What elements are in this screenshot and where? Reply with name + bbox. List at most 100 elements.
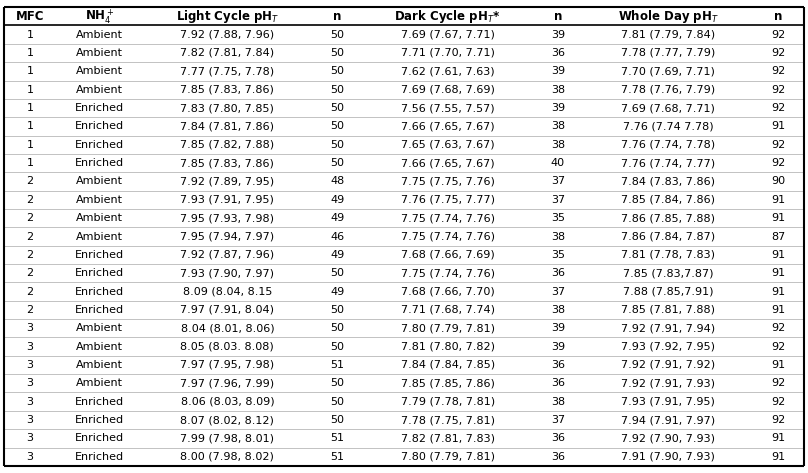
Text: 7.85 (7.84, 7.86): 7.85 (7.84, 7.86) — [621, 195, 715, 205]
Text: 7.75 (7.74, 7.76): 7.75 (7.74, 7.76) — [401, 268, 494, 278]
Text: 7.76 (7.74 7.78): 7.76 (7.74 7.78) — [623, 122, 713, 131]
Text: 92: 92 — [771, 158, 785, 168]
Text: 38: 38 — [551, 122, 565, 131]
Text: 2: 2 — [27, 250, 33, 260]
Text: 3: 3 — [27, 452, 33, 462]
Text: Enriched: Enriched — [75, 287, 124, 297]
Text: 92: 92 — [771, 103, 785, 113]
Text: 91: 91 — [771, 213, 785, 223]
Text: 49: 49 — [330, 250, 345, 260]
Text: 49: 49 — [330, 213, 345, 223]
Text: 46: 46 — [330, 231, 344, 242]
Text: 92: 92 — [771, 397, 785, 407]
Text: 92: 92 — [771, 66, 785, 76]
Text: 7.69 (7.68, 7.69): 7.69 (7.68, 7.69) — [401, 85, 494, 95]
Text: 3: 3 — [27, 342, 33, 351]
Text: Dark Cycle pH$_T$*: Dark Cycle pH$_T$* — [394, 8, 501, 25]
Text: 7.69 (7.67, 7.71): 7.69 (7.67, 7.71) — [401, 30, 494, 40]
Text: 39: 39 — [551, 30, 565, 40]
Text: Enriched: Enriched — [75, 452, 124, 462]
Text: Ambient: Ambient — [76, 323, 123, 333]
Text: 7.66 (7.65, 7.67): 7.66 (7.65, 7.67) — [401, 122, 494, 131]
Text: 7.85 (7.82, 7.88): 7.85 (7.82, 7.88) — [180, 140, 275, 150]
Text: 36: 36 — [551, 48, 565, 58]
Text: 7.78 (7.77, 7.79): 7.78 (7.77, 7.79) — [621, 48, 715, 58]
Text: 7.85 (7.83, 7.86): 7.85 (7.83, 7.86) — [180, 158, 274, 168]
Text: 38: 38 — [551, 305, 565, 315]
Text: 7.76 (7.74, 7.77): 7.76 (7.74, 7.77) — [621, 158, 715, 168]
Text: 50: 50 — [330, 66, 344, 76]
Text: 7.80 (7.79, 7.81): 7.80 (7.79, 7.81) — [401, 323, 494, 333]
Text: 51: 51 — [330, 452, 344, 462]
Text: 50: 50 — [330, 305, 344, 315]
Text: 50: 50 — [330, 103, 344, 113]
Text: 7.68 (7.66, 7.70): 7.68 (7.66, 7.70) — [401, 287, 494, 297]
Text: 91: 91 — [771, 360, 785, 370]
Text: 50: 50 — [330, 342, 344, 351]
Text: 7.71 (7.68, 7.74): 7.71 (7.68, 7.74) — [401, 305, 494, 315]
Text: 7.92 (7.91, 7.93): 7.92 (7.91, 7.93) — [621, 378, 715, 388]
Text: Enriched: Enriched — [75, 158, 124, 168]
Text: 7.71 (7.70, 7.71): 7.71 (7.70, 7.71) — [401, 48, 494, 58]
Text: 8.04 (8.01, 8.06): 8.04 (8.01, 8.06) — [180, 323, 274, 333]
Text: 7.92 (7.90, 7.93): 7.92 (7.90, 7.93) — [621, 433, 715, 443]
Text: 51: 51 — [330, 360, 344, 370]
Text: 7.92 (7.88, 7.96): 7.92 (7.88, 7.96) — [180, 30, 275, 40]
Text: 7.92 (7.87, 7.96): 7.92 (7.87, 7.96) — [180, 250, 275, 260]
Text: 7.95 (7.94, 7.97): 7.95 (7.94, 7.97) — [180, 231, 275, 242]
Text: 3: 3 — [27, 360, 33, 370]
Text: 92: 92 — [771, 30, 785, 40]
Text: 7.92 (7.89, 7.95): 7.92 (7.89, 7.95) — [180, 176, 275, 186]
Text: 7.75 (7.74, 7.76): 7.75 (7.74, 7.76) — [401, 231, 494, 242]
Text: 7.82 (7.81, 7.84): 7.82 (7.81, 7.84) — [180, 48, 275, 58]
Text: 7.65 (7.63, 7.67): 7.65 (7.63, 7.67) — [401, 140, 494, 150]
Text: 7.93 (7.91, 7.95): 7.93 (7.91, 7.95) — [180, 195, 274, 205]
Text: 50: 50 — [330, 323, 344, 333]
Text: 39: 39 — [551, 323, 565, 333]
Text: 38: 38 — [551, 397, 565, 407]
Text: 7.93 (7.90, 7.97): 7.93 (7.90, 7.97) — [180, 268, 275, 278]
Text: 7.99 (7.98, 8.01): 7.99 (7.98, 8.01) — [180, 433, 275, 443]
Text: 40: 40 — [551, 158, 565, 168]
Text: 92: 92 — [771, 140, 785, 150]
Text: Enriched: Enriched — [75, 433, 124, 443]
Text: 1: 1 — [27, 48, 33, 58]
Text: 50: 50 — [330, 268, 344, 278]
Text: 2: 2 — [27, 231, 33, 242]
Text: Ambient: Ambient — [76, 231, 123, 242]
Text: 7.81 (7.80, 7.82): 7.81 (7.80, 7.82) — [401, 342, 494, 351]
Text: 48: 48 — [330, 176, 345, 186]
Text: 38: 38 — [551, 231, 565, 242]
Text: 38: 38 — [551, 140, 565, 150]
Text: 7.91 (7.90, 7.93): 7.91 (7.90, 7.93) — [621, 452, 715, 462]
Text: 36: 36 — [551, 452, 565, 462]
Text: 7.85 (7.85, 7.86): 7.85 (7.85, 7.86) — [401, 378, 494, 388]
Text: 7.76 (7.74, 7.78): 7.76 (7.74, 7.78) — [621, 140, 715, 150]
Text: 7.97 (7.96, 7.99): 7.97 (7.96, 7.99) — [180, 378, 275, 388]
Text: 1: 1 — [27, 30, 33, 40]
Text: Enriched: Enriched — [75, 397, 124, 407]
Text: n: n — [553, 10, 562, 23]
Text: 35: 35 — [551, 250, 565, 260]
Text: 2: 2 — [27, 287, 33, 297]
Text: Enriched: Enriched — [75, 122, 124, 131]
Text: 92: 92 — [771, 323, 785, 333]
Text: 7.85 (7.83, 7.86): 7.85 (7.83, 7.86) — [180, 85, 274, 95]
Text: n: n — [774, 10, 782, 23]
Text: 7.79 (7.78, 7.81): 7.79 (7.78, 7.81) — [401, 397, 494, 407]
Text: 2: 2 — [27, 176, 33, 186]
Text: 92: 92 — [771, 48, 785, 58]
Text: 7.85 (7.83,7.87): 7.85 (7.83,7.87) — [623, 268, 713, 278]
Text: 50: 50 — [330, 397, 344, 407]
Text: 8.07 (8.02, 8.12): 8.07 (8.02, 8.12) — [180, 415, 274, 425]
Text: 7.75 (7.74, 7.76): 7.75 (7.74, 7.76) — [401, 213, 494, 223]
Text: 7.69 (7.68, 7.71): 7.69 (7.68, 7.71) — [621, 103, 715, 113]
Text: 7.86 (7.85, 7.88): 7.86 (7.85, 7.88) — [621, 213, 715, 223]
Text: 3: 3 — [27, 397, 33, 407]
Text: Enriched: Enriched — [75, 103, 124, 113]
Text: 7.95 (7.93, 7.98): 7.95 (7.93, 7.98) — [180, 213, 275, 223]
Text: 1: 1 — [27, 140, 33, 150]
Text: 90: 90 — [771, 176, 785, 186]
Text: 39: 39 — [551, 103, 565, 113]
Text: 1: 1 — [27, 85, 33, 95]
